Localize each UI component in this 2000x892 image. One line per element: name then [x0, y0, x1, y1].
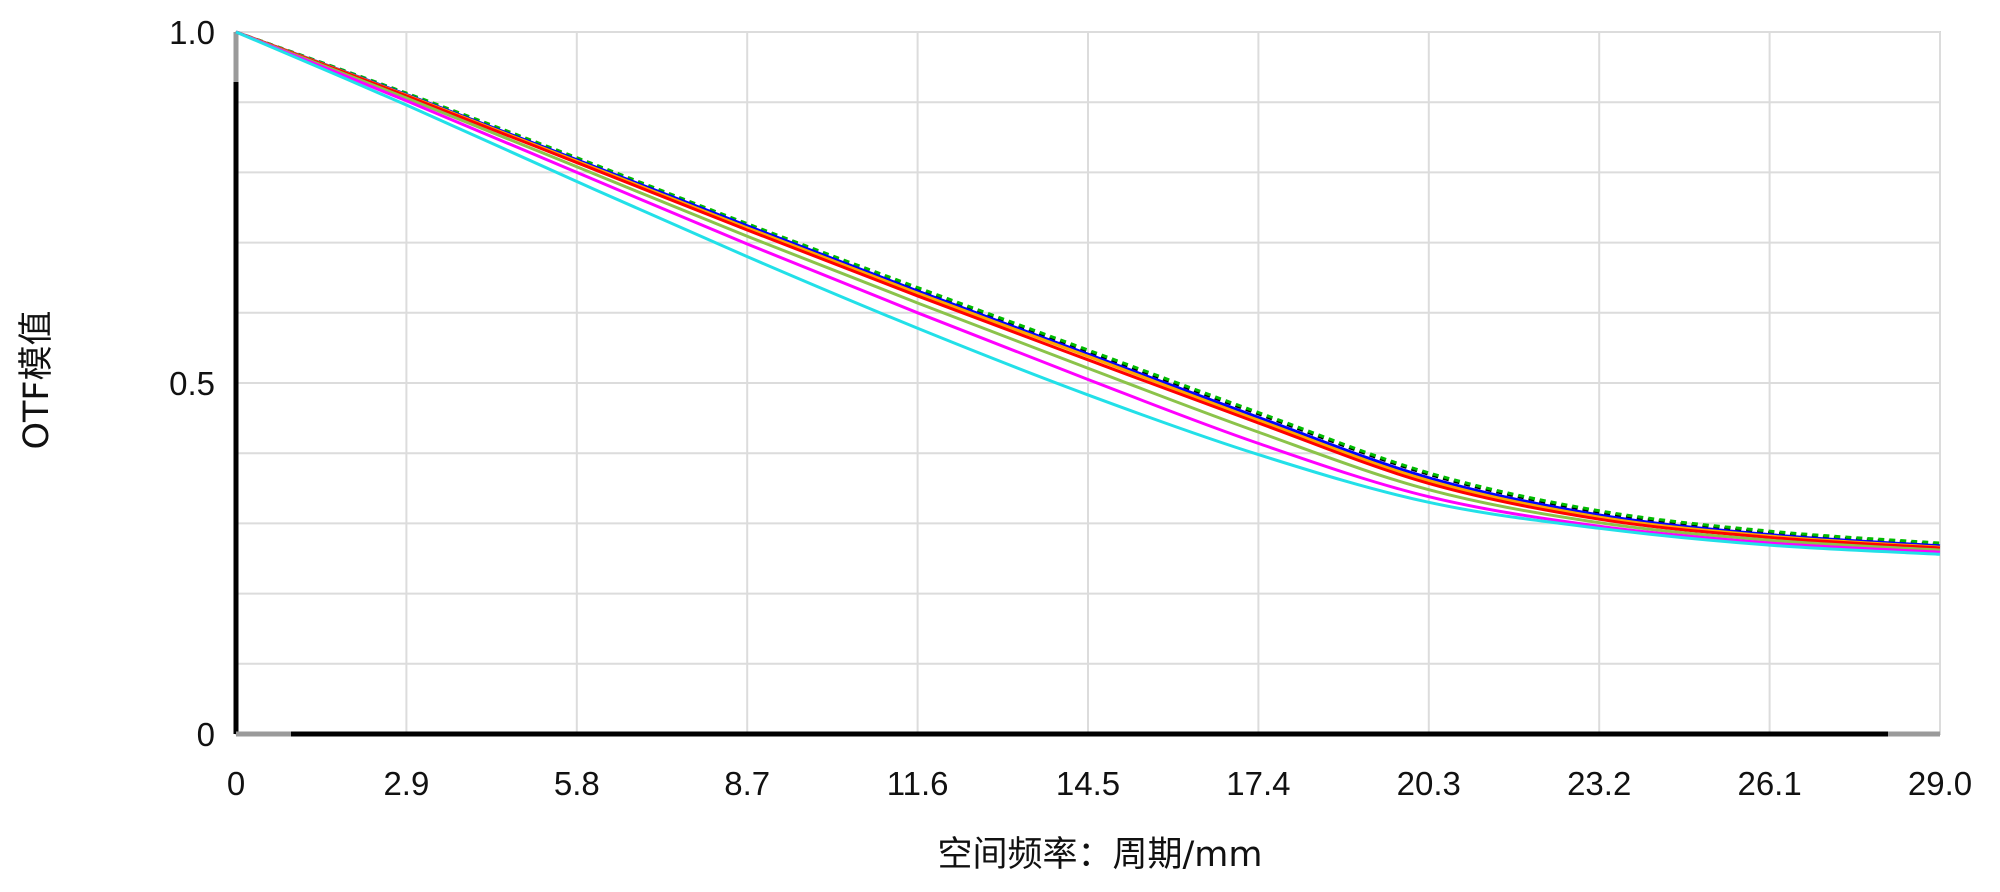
y-tick-label: 1.0 [169, 14, 215, 51]
x-axis-title: 空间频率：周期/mm [938, 835, 1263, 875]
x-tick-label: 14.5 [1056, 765, 1120, 802]
series-line-5 [235, 30, 1941, 550]
series-line-2 [235, 30, 1941, 545]
x-tick-label: 17.4 [1226, 765, 1290, 802]
x-tick-label: 5.8 [554, 765, 600, 802]
x-tick-label: 20.3 [1397, 765, 1461, 802]
x-tick-label: 8.7 [724, 765, 770, 802]
grid [235, 31, 1941, 735]
x-tick-label: 0 [227, 765, 245, 802]
tick-labels: 0 2.9 5.8 8.7 11.6 14.5 17.4 20.3 23.2 26.1 29.0 0 0… [169, 14, 1972, 802]
x-tick-label: 2.9 [383, 765, 429, 802]
series-line-8 [235, 30, 1941, 556]
series-lines [235, 30, 1941, 556]
y-tick-label: 0.5 [169, 365, 215, 402]
x-tick-label: 29.0 [1908, 765, 1972, 802]
x-tick-label: 26.1 [1737, 765, 1801, 802]
axes [233, 32, 1940, 737]
y-tick-label: 0 [197, 716, 215, 753]
x-tick-label: 23.2 [1567, 765, 1631, 802]
series-line-6 [235, 30, 1941, 552]
x-tick-label: 11.6 [887, 765, 949, 802]
series-line-7 [235, 30, 1941, 554]
y-axis-title: OTF模值 [17, 310, 57, 449]
